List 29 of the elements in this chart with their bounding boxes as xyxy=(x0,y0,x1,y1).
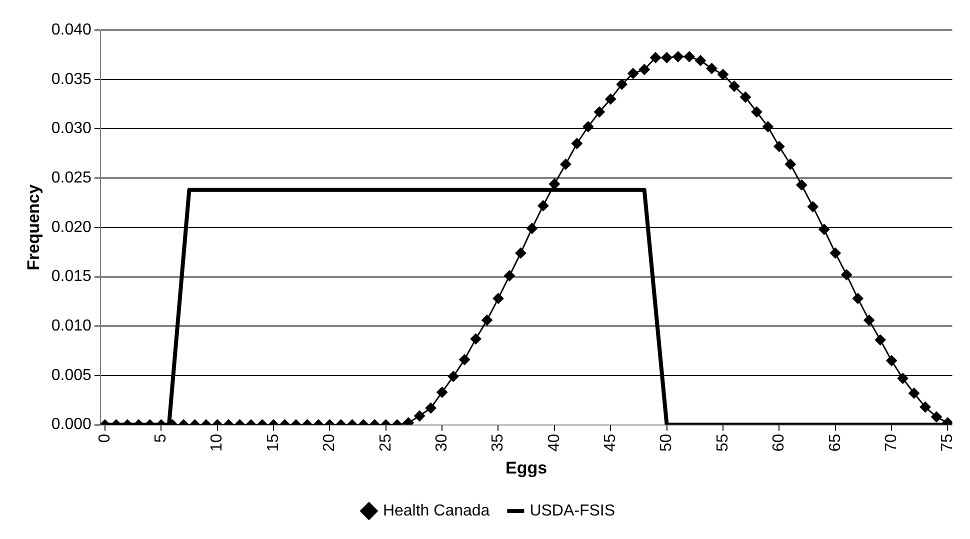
x-tick-label: 55 xyxy=(714,434,732,452)
x-tick-label: 15 xyxy=(264,434,282,452)
x-tick-label: 60 xyxy=(770,434,788,452)
x-tick-label: 30 xyxy=(433,434,450,452)
x-tick-label: 50 xyxy=(658,434,676,452)
x-tick-label: 65 xyxy=(826,434,844,452)
y-tick-label: 0.015 xyxy=(51,268,92,286)
y-tick-label: 0.025 xyxy=(51,169,92,186)
y-tick-label: 0.005 xyxy=(51,366,92,384)
y-tick-label: 0.010 xyxy=(51,318,92,335)
x-tick-label: 20 xyxy=(321,434,338,452)
x-tick-label: 45 xyxy=(602,434,620,452)
y-tick-label: 0.000 xyxy=(51,416,92,434)
y-tick-label: 0.020 xyxy=(51,218,92,236)
x-tick-label: 0 xyxy=(96,434,114,443)
y-tick-label: 0.040 xyxy=(51,21,92,38)
x-tick-label: 10 xyxy=(208,434,226,452)
x-tick-label: 70 xyxy=(882,434,900,452)
x-tick-label: 5 xyxy=(152,434,170,443)
legend-label: USDA-FSIS xyxy=(530,502,616,520)
y-tick-label: 0.030 xyxy=(51,120,92,138)
y-axis-title: Frequency xyxy=(24,184,43,270)
x-tick-label: 40 xyxy=(546,434,563,452)
x-tick-label: 75 xyxy=(939,434,956,452)
y-tick-label: 0.035 xyxy=(51,70,92,88)
legend-label: Health Canada xyxy=(382,502,490,520)
x-axis-title: Eggs xyxy=(506,458,548,478)
x-tick-label: 25 xyxy=(377,434,394,452)
x-tick-label: 35 xyxy=(490,434,507,452)
